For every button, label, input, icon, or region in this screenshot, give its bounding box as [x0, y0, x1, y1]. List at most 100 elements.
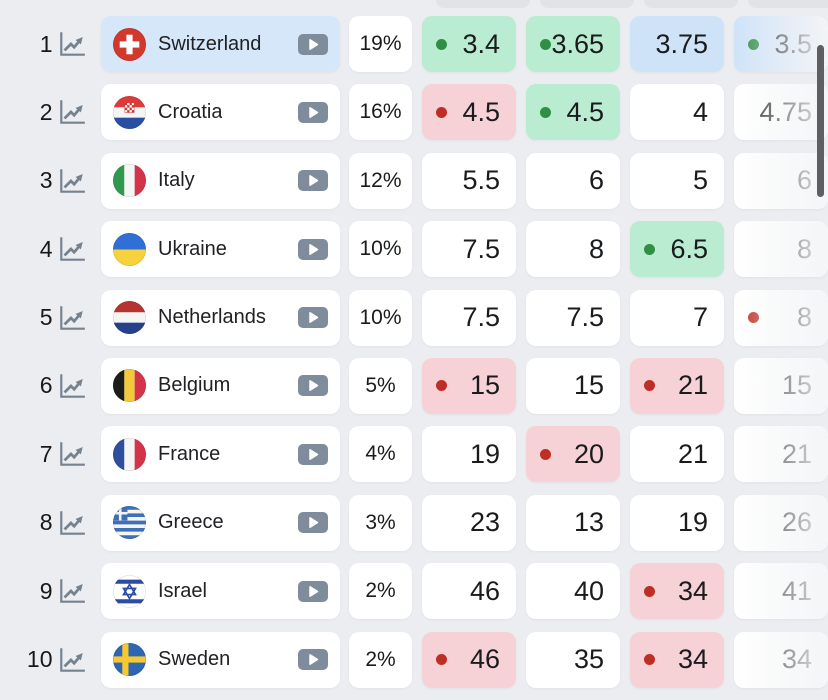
country-name: Italy — [158, 169, 195, 192]
country-flag-icon-se — [113, 643, 146, 677]
country-card[interactable]: Israel — [101, 563, 340, 620]
line-chart-trend-icon[interactable] — [53, 358, 92, 414]
line-chart-trend-icon[interactable] — [53, 563, 92, 619]
odds-value: 4.5 — [462, 96, 500, 127]
odds-cell: 40 — [526, 563, 620, 620]
green-change-dot-icon — [436, 38, 447, 50]
rank-label: 10 — [26, 646, 53, 673]
table-row: 3 Italy 12% 5.5 6 5 6 — [0, 152, 828, 209]
red-change-dot-icon — [436, 654, 447, 666]
play-video-button[interactable] — [298, 580, 328, 602]
play-video-icon — [298, 307, 328, 329]
line-chart-trend-icon[interactable] — [53, 84, 92, 140]
odds-cell: 13 — [526, 494, 620, 551]
rank-label: 7 — [39, 440, 53, 467]
country-flag-icon-nl — [113, 301, 146, 335]
line-chart-trend-icon[interactable] — [53, 495, 92, 551]
line-chart-trend-icon[interactable] — [53, 221, 92, 277]
odds-cell: 46 — [422, 563, 516, 620]
odds-cell: 46 — [422, 631, 516, 688]
percentage-cell: 16% — [349, 84, 412, 141]
red-change-dot-icon — [748, 312, 759, 324]
country-flag-icon-gr — [113, 506, 146, 540]
play-video-icon — [298, 512, 328, 534]
rank-label: 1 — [39, 30, 53, 57]
table-row: 1 Switzerland 19% 3.4 3.65 3.75 3.5 — [0, 16, 828, 72]
play-video-button[interactable] — [298, 512, 328, 534]
country-flag-icon-fr — [113, 437, 146, 471]
table-row: 9 Israel 2% 46 40 34 41 — [0, 563, 828, 620]
play-video-icon — [298, 375, 328, 397]
odds-cell: 4 — [630, 84, 724, 141]
percentage-cell: 2% — [349, 563, 412, 620]
play-video-button[interactable] — [298, 649, 328, 671]
play-video-button[interactable] — [298, 443, 328, 465]
odds-cell: 6.5 — [630, 221, 724, 278]
percentage-cell: 10% — [349, 289, 412, 346]
vertical-scrollbar[interactable] — [817, 45, 824, 197]
column-header-strip — [748, 0, 828, 8]
country-card[interactable]: France — [101, 426, 340, 483]
odds-cell: 3.75 — [630, 16, 724, 72]
odds-cell: 7.5 — [422, 289, 516, 346]
odds-cell: 4.5 — [526, 84, 620, 141]
rank-label: 8 — [39, 509, 53, 536]
odds-value: 3.4 — [462, 28, 500, 59]
line-chart-trend-icon[interactable] — [53, 290, 92, 346]
line-chart-trend-icon[interactable] — [53, 632, 92, 688]
odds-cell: 7.5 — [422, 221, 516, 278]
rank-label: 6 — [39, 372, 53, 399]
country-flag-icon-il — [113, 574, 146, 608]
rank-label: 4 — [39, 235, 53, 262]
country-card[interactable]: Italy — [101, 152, 340, 209]
odds-value: 21 — [677, 438, 708, 469]
line-chart-trend-icon[interactable] — [53, 16, 92, 72]
country-flag-icon-ch — [113, 27, 146, 61]
play-video-button[interactable] — [298, 238, 328, 260]
red-change-dot-icon — [644, 654, 655, 666]
country-name: Sweden — [158, 648, 231, 671]
country-card[interactable]: Ukraine — [101, 221, 340, 278]
odds-value: 7.5 — [566, 302, 604, 333]
play-video-button[interactable] — [298, 33, 328, 55]
odds-value: 3.65 — [551, 28, 604, 59]
odds-value: 5.5 — [462, 165, 500, 196]
odds-cell: 7 — [630, 289, 724, 346]
play-video-button[interactable] — [298, 170, 328, 192]
odds-value: 35 — [573, 644, 604, 675]
odds-value: 3.5 — [774, 28, 812, 59]
country-flag-icon-be — [113, 369, 146, 403]
odds-value: 4.75 — [759, 96, 812, 127]
play-video-button[interactable] — [298, 375, 328, 397]
table-row: 10 Sweden 2% 46 35 34 34 — [0, 631, 828, 688]
country-flag-icon-ua — [113, 232, 146, 266]
country-card[interactable]: Belgium — [101, 357, 340, 414]
country-card[interactable]: Netherlands — [101, 289, 340, 346]
odds-cell: 20 — [526, 426, 620, 483]
odds-cell: 21 — [630, 357, 724, 414]
country-card[interactable]: Sweden — [101, 631, 340, 688]
odds-value: 5 — [692, 165, 708, 196]
odds-cell: 8 — [734, 289, 828, 346]
odds-value: 23 — [469, 507, 500, 538]
odds-cell: 15 — [422, 357, 516, 414]
play-video-icon — [298, 170, 328, 192]
odds-value: 34 — [781, 644, 812, 675]
percentage-cell: 12% — [349, 152, 412, 209]
odds-value: 21 — [677, 370, 708, 401]
play-video-button[interactable] — [298, 307, 328, 329]
odds-value: 46 — [469, 575, 500, 606]
table-row: 8 Greece 3% 23 13 19 26 — [0, 494, 828, 551]
odds-value: 19 — [469, 438, 500, 469]
odds-cell: 4.75 — [734, 84, 828, 141]
country-name: Netherlands — [158, 306, 266, 329]
country-card[interactable]: Croatia — [101, 84, 340, 141]
play-video-button[interactable] — [298, 101, 328, 123]
line-chart-trend-icon[interactable] — [53, 153, 92, 209]
country-card[interactable]: Greece — [101, 494, 340, 551]
rank-label: 3 — [39, 167, 53, 194]
percentage-cell: 2% — [349, 631, 412, 688]
country-card[interactable]: Switzerland — [101, 16, 340, 72]
line-chart-trend-icon[interactable] — [53, 426, 92, 482]
odds-value: 40 — [573, 575, 604, 606]
